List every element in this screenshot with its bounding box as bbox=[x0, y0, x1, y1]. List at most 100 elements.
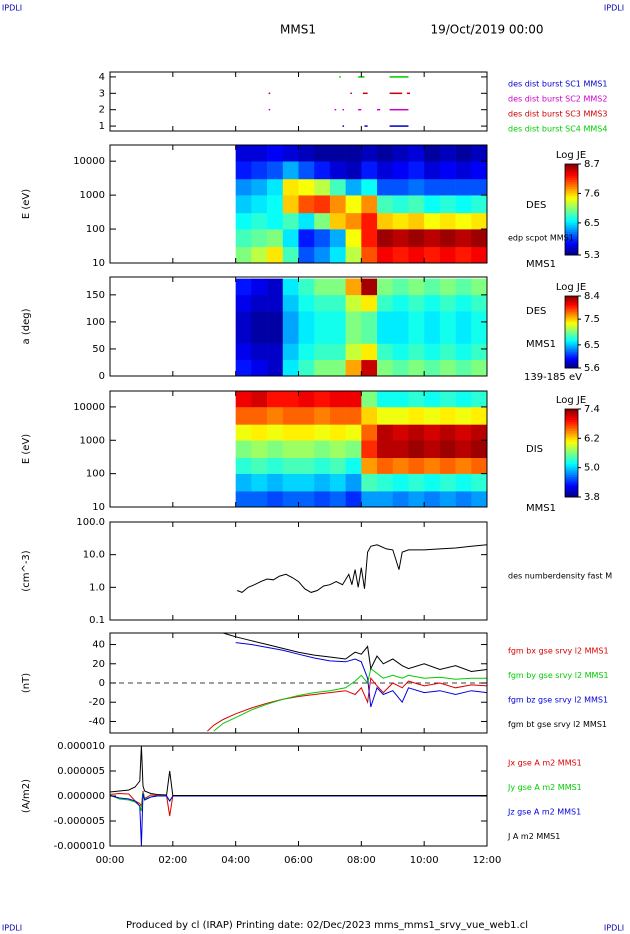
colorbar-step bbox=[565, 479, 578, 483]
spectrogram-cell bbox=[361, 473, 378, 492]
spectrogram-cell bbox=[439, 440, 456, 459]
spectrogram-cell bbox=[251, 246, 268, 264]
y-tick-label: 10000 bbox=[73, 156, 105, 167]
spectrogram-cell bbox=[329, 229, 346, 248]
spectrogram-cell bbox=[267, 212, 284, 230]
spectrogram-cell bbox=[282, 278, 299, 296]
spectrogram-cell bbox=[235, 440, 252, 459]
colorbar-step bbox=[565, 494, 578, 498]
spectrogram-cell bbox=[267, 440, 284, 459]
corner-mark: IPDLI bbox=[604, 924, 624, 933]
colorbar-step bbox=[565, 204, 578, 208]
plot-frame bbox=[109, 71, 488, 132]
colorbar-step bbox=[565, 350, 578, 353]
spectrogram-cell bbox=[314, 246, 331, 264]
data-line bbox=[237, 544, 488, 593]
spectrogram-cell bbox=[345, 246, 362, 264]
spectrogram-cell bbox=[424, 311, 441, 328]
spectrogram-cell bbox=[235, 229, 252, 248]
x-tick-label: 04:00 bbox=[221, 855, 250, 866]
data-line bbox=[207, 676, 488, 732]
y-tick-label: -40 bbox=[89, 716, 105, 727]
spectrogram-cell bbox=[267, 473, 284, 492]
x-tick-label: 12:00 bbox=[473, 855, 502, 866]
spectrogram-cell bbox=[471, 343, 488, 361]
corner-mark: IPDLI bbox=[2, 924, 22, 933]
spectrogram-cell bbox=[298, 424, 315, 441]
y-tick-label: 3 bbox=[99, 88, 105, 99]
spectrogram-cell bbox=[392, 278, 409, 296]
spectrogram-cell bbox=[251, 178, 268, 196]
spectrogram-cell bbox=[329, 294, 346, 312]
spectrogram-cell bbox=[298, 278, 315, 296]
colorbar-frame bbox=[564, 295, 579, 369]
colorbar-step bbox=[565, 234, 578, 238]
spectrogram-cell bbox=[314, 311, 331, 328]
colorbar-step bbox=[565, 366, 578, 369]
spectrogram-cell bbox=[361, 406, 378, 425]
spectrogram-cell bbox=[235, 212, 252, 230]
spectrogram-cell bbox=[282, 473, 299, 492]
spectrogram-cell bbox=[345, 457, 362, 474]
colorbar-step bbox=[565, 348, 578, 351]
spectrogram-cell bbox=[361, 311, 378, 328]
spectrogram-cell bbox=[455, 406, 472, 425]
colorbar-step bbox=[565, 433, 578, 436]
spectrogram-cell bbox=[329, 406, 346, 425]
legend-entry: Jz gse A m2 MMS1 bbox=[507, 808, 581, 817]
colorbar-step bbox=[565, 359, 578, 362]
spectrogram-cell bbox=[235, 491, 252, 508]
spectrogram-cell bbox=[329, 491, 346, 508]
spectrogram-cell bbox=[251, 278, 268, 296]
spectrogram-cell bbox=[392, 473, 409, 492]
colorbar-title: Log JE bbox=[556, 282, 586, 293]
y-tick-label: -0.000010 bbox=[54, 841, 105, 852]
spectrogram-cell bbox=[377, 294, 394, 312]
spectrogram-cell bbox=[439, 145, 456, 162]
colorbar-step bbox=[565, 333, 578, 337]
spectrogram-cell bbox=[251, 294, 268, 312]
spectrogram-cell bbox=[455, 343, 472, 361]
spectrogram-cell bbox=[314, 391, 331, 408]
spectrogram-cell bbox=[298, 491, 315, 508]
spectrogram-cell bbox=[424, 424, 441, 441]
legend-entry: des dist burst SC2 MMS2 bbox=[508, 95, 607, 104]
spectrogram-cell bbox=[424, 195, 441, 214]
spectrogram-cell bbox=[314, 229, 331, 248]
spectrogram-cell bbox=[377, 161, 394, 180]
spectrogram-cell bbox=[267, 406, 284, 425]
spectrogram-cell bbox=[471, 145, 488, 162]
spectrogram-cell bbox=[377, 246, 394, 264]
burst-interval bbox=[406, 92, 411, 95]
spectrogram-cell bbox=[267, 491, 284, 508]
colorbar-step bbox=[565, 207, 578, 210]
y-tick-label: 20 bbox=[92, 659, 105, 670]
spectrogram-cell bbox=[282, 161, 299, 180]
y-tick-label: -20 bbox=[89, 697, 105, 708]
colorbar-step bbox=[565, 475, 578, 478]
colorbar-step bbox=[565, 323, 578, 326]
spectrogram-cell bbox=[235, 406, 252, 425]
spectrogram-cell bbox=[298, 473, 315, 492]
spectrogram-cell bbox=[408, 491, 425, 508]
colorbar-step bbox=[565, 220, 578, 224]
colorbar-step bbox=[565, 306, 578, 310]
spectrogram-cell bbox=[267, 294, 284, 312]
colorbar-step bbox=[565, 179, 578, 183]
colorbar-step bbox=[565, 357, 578, 360]
spectrogram-cell bbox=[408, 391, 425, 408]
spectrogram-cell bbox=[439, 491, 456, 508]
colorbar-step bbox=[565, 305, 578, 308]
spectrogram-cell bbox=[329, 359, 346, 377]
spectrogram-cell bbox=[282, 294, 299, 312]
spectrogram-cell bbox=[408, 294, 425, 312]
colorbar-step bbox=[565, 214, 578, 217]
spectrogram-cell bbox=[455, 424, 472, 441]
spectrogram-cell bbox=[361, 212, 378, 230]
spectrogram-cell bbox=[251, 161, 268, 180]
spectrogram-cell bbox=[235, 473, 252, 492]
spectrogram-cell bbox=[314, 294, 331, 312]
spectrogram-cell bbox=[471, 391, 488, 408]
spectrogram-cell bbox=[361, 491, 378, 508]
colorbar-step bbox=[565, 170, 578, 174]
